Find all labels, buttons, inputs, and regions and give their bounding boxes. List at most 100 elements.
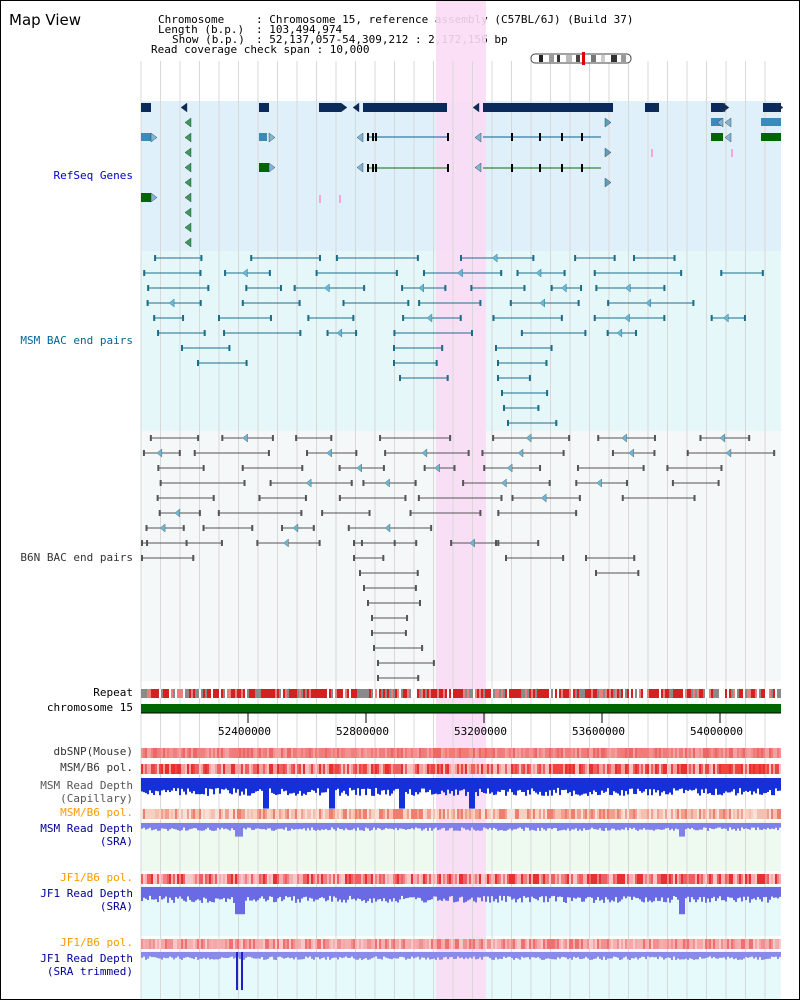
- track-label-msm-bac[interactable]: MSM BAC end pairs: [20, 334, 133, 347]
- track-label-repeat[interactable]: Repeat: [93, 686, 133, 699]
- msm-pol-heat: [323, 764, 325, 774]
- msm-bac-pair-end: [407, 300, 410, 306]
- track-label-jf1-depth-trim-2[interactable]: (SRA trimmed): [46, 965, 133, 978]
- msm-pol2-heat: [705, 809, 707, 819]
- msm-sra-depth: [315, 823, 317, 831]
- jf1-pol2-heat: [141, 939, 143, 949]
- dbsnp-heat: [545, 748, 547, 758]
- jf1-trim-depth: [171, 952, 173, 958]
- track-label-msm-depth-cap-2[interactable]: (Capillary): [60, 792, 133, 805]
- jf1-pol2-heat: [563, 939, 565, 949]
- msm-capillary-depth: [597, 778, 599, 796]
- msm-capillary-depth: [223, 778, 225, 790]
- repeat-element: [717, 689, 719, 698]
- msm-pol-heat: [391, 764, 393, 774]
- msm-capillary-depth: [415, 778, 417, 793]
- msm-capillary-depth: [211, 778, 213, 790]
- msm-pol2-heat: [609, 809, 611, 819]
- jf1-trim-depth: [199, 952, 201, 959]
- msm-capillary-depth: [583, 778, 585, 794]
- repeat-element: [639, 689, 641, 698]
- msm-pol-heat: [307, 764, 309, 774]
- repeat-element: [417, 689, 419, 698]
- jf1-pol-heat: [299, 874, 301, 884]
- dbsnp-heat: [661, 748, 663, 758]
- track-label-dbsnp[interactable]: dbSNP(Mouse): [53, 745, 133, 758]
- msm-sra-depth: [235, 823, 237, 837]
- dbsnp-heat: [213, 748, 215, 758]
- track-label-msm-pol-2[interactable]: MSM/B6 pol.: [60, 806, 133, 819]
- msm-pol2-heat: [775, 809, 777, 819]
- msm-capillary-depth: [687, 778, 689, 791]
- jf1-sra-depth: [521, 887, 523, 903]
- jf1-trim-depth: [291, 952, 293, 958]
- jf1-pol-heat: [487, 874, 489, 884]
- jf1-trim-depth: [449, 952, 451, 958]
- repeat-element: [559, 689, 561, 698]
- jf1-trim-depth: [545, 952, 547, 959]
- repeat-element: [521, 689, 523, 698]
- jf1-trim-depth: [677, 952, 679, 959]
- msm-pol-heat: [159, 764, 161, 774]
- jf1-pol2-heat: [385, 939, 387, 949]
- dbsnp-heat: [709, 748, 711, 758]
- jf1-trim-depth: [141, 952, 143, 958]
- msm-sra-depth: [611, 823, 613, 829]
- repeat-element: [513, 689, 515, 698]
- msm-pol2-heat: [245, 809, 247, 819]
- jf1-sra-depth: [165, 887, 167, 897]
- jf1-trim-depth: [459, 952, 461, 959]
- msm-sra-depth: [421, 823, 423, 831]
- jf1-pol-heat: [261, 874, 263, 884]
- dbsnp-heat: [735, 748, 737, 758]
- track-label-jf1-depth-sra-2[interactable]: (SRA): [99, 900, 133, 913]
- repeat-element: [317, 689, 319, 698]
- repeat-element: [519, 689, 521, 698]
- track-label-jf1-pol-1[interactable]: JF1/B6 pol.: [60, 871, 133, 884]
- track-label-jf1-depth-trim-1[interactable]: JF1 Read Depth: [40, 952, 133, 965]
- dbsnp-heat: [253, 748, 255, 758]
- track-label-b6n-bac[interactable]: B6N BAC end pairs: [20, 551, 133, 564]
- dbsnp-heat: [223, 748, 225, 758]
- jf1-pol2-heat: [303, 939, 305, 949]
- track-label-jf1-depth-sra-1[interactable]: JF1 Read Depth: [40, 887, 133, 900]
- msm-capillary-depth: [401, 778, 403, 809]
- b6n-bac-pair-arrow: [242, 433, 248, 443]
- repeat-element: [243, 689, 245, 698]
- dbsnp-heat: [167, 748, 169, 758]
- jf1-pol-heat: [473, 874, 475, 884]
- msm-capillary-depth: [557, 778, 559, 788]
- jf1-sra-depth: [289, 887, 291, 897]
- b6n-bac-pair-end: [318, 540, 321, 546]
- jf1-trim-depth: [299, 952, 301, 960]
- msm-pol-heat: [499, 764, 501, 774]
- feature-tick: [651, 149, 653, 157]
- track-label-msm-depth-cap-1[interactable]: MSM Read Depth: [40, 779, 133, 792]
- jf1-trim-depth: [609, 952, 611, 959]
- track-label-msm-depth-sra-1[interactable]: MSM Read Depth: [40, 822, 133, 835]
- msm-pol-heat: [711, 764, 713, 774]
- track-label-refseq[interactable]: RefSeq Genes: [53, 169, 133, 182]
- msm-pol-heat: [541, 764, 543, 774]
- dbsnp-heat: [225, 748, 227, 758]
- track-label-msm-pol-1[interactable]: MSM/B6 pol.: [60, 761, 133, 774]
- jf1-pol-heat: [365, 874, 367, 884]
- jf1-pol-heat: [759, 874, 761, 884]
- msm-sra-depth: [729, 823, 731, 828]
- jf1-trim-depth: [157, 952, 159, 959]
- jf1-pol-heat: [643, 874, 645, 884]
- msm-sra-depth: [181, 823, 183, 831]
- dbsnp-heat: [777, 748, 779, 758]
- jf1-sra-depth: [237, 887, 239, 915]
- track-label-jf1-pol-2[interactable]: JF1/B6 pol.: [60, 936, 133, 949]
- msm-pol2-heat: [631, 809, 633, 819]
- repeat-element: [373, 689, 375, 698]
- msm-pol-heat: [333, 764, 335, 774]
- jf1-trim-depth: [695, 952, 697, 960]
- track-label-msm-depth-sra-2[interactable]: (SRA): [99, 835, 133, 848]
- msm-bac-pair-end: [241, 300, 244, 306]
- jf1-pol2-heat: [565, 939, 567, 949]
- track-label-chromosome[interactable]: chromosome 15: [46, 701, 133, 714]
- jf1-sra-depth: [369, 887, 371, 899]
